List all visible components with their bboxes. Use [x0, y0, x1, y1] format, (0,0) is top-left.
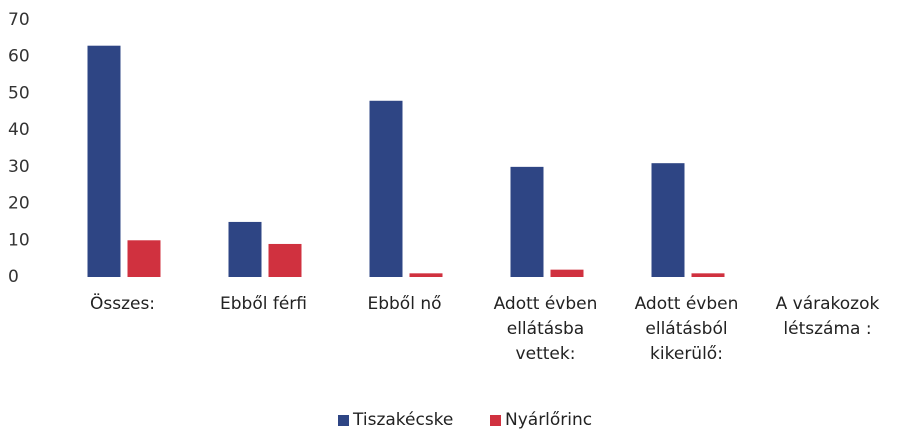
- y-tick-label: 50: [8, 83, 30, 103]
- legend-swatch: [338, 414, 349, 426]
- y-tick-label: 0: [8, 267, 19, 287]
- y-tick-label: 60: [8, 47, 30, 67]
- legend-item: Nyárlőrinc: [490, 410, 592, 430]
- bar: [510, 166, 544, 277]
- bar: [691, 273, 725, 277]
- y-tick-label: 10: [8, 230, 30, 250]
- x-tick-label: Összes:: [89, 294, 156, 314]
- y-tick-label: 70: [8, 10, 30, 30]
- bar: [127, 240, 161, 277]
- legend-swatch: [490, 414, 501, 426]
- bar: [369, 100, 403, 278]
- x-tick-label: Ebből férfi: [220, 294, 307, 314]
- bar: [87, 45, 121, 278]
- bar: [409, 273, 443, 277]
- x-tick-label: Adott évben ellátásból kikerülő:: [634, 294, 739, 364]
- x-tick-label: Adott évben ellátásba vettek:: [493, 294, 598, 364]
- legend-label: Nyárlőrinc: [505, 410, 593, 430]
- bar: [228, 221, 262, 277]
- legend-item: Tiszakécske: [338, 410, 453, 430]
- x-tick-label: A várakozok létszáma :: [775, 294, 880, 339]
- legend-label: Tiszakécske: [353, 410, 454, 430]
- x-tick-label: Ebből nő: [367, 294, 442, 314]
- y-tick-label: 30: [8, 157, 30, 177]
- y-tick-label: 40: [8, 120, 30, 140]
- bar: [550, 269, 584, 277]
- y-tick-label: 20: [8, 194, 30, 214]
- bar: [268, 243, 302, 277]
- bar: [651, 163, 685, 277]
